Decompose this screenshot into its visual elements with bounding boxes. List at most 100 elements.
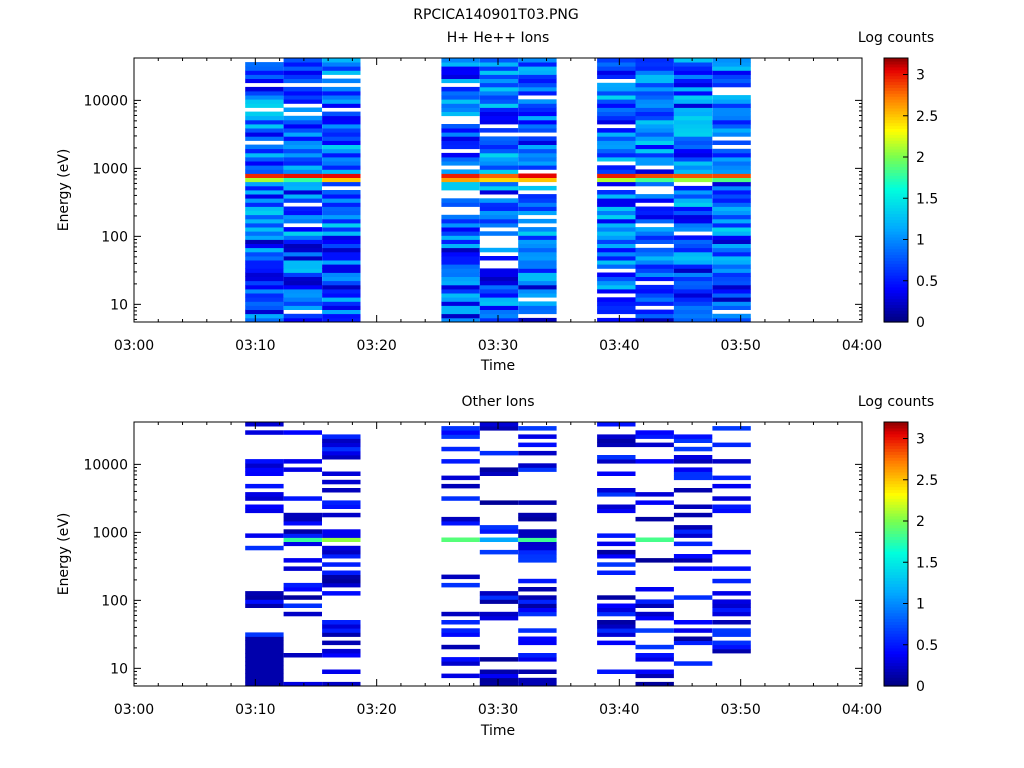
heatmap-cell (322, 446, 361, 452)
heatmap-cell (283, 185, 322, 191)
colorbar-segment (884, 295, 908, 300)
heatmap-cell (283, 231, 322, 236)
heatmap-cell (518, 82, 557, 88)
heatmap-cell (245, 459, 284, 464)
colorbar-segment (884, 184, 908, 188)
colorbar-segment (884, 125, 908, 129)
heatmap-cell (712, 124, 751, 129)
heatmap-cell (283, 529, 322, 534)
heatmap-cell (673, 297, 713, 302)
heatmap-cell (635, 132, 674, 137)
heatmap-cell (518, 177, 557, 183)
heatmap-cell (673, 202, 713, 207)
colorbar-segment (884, 160, 908, 165)
heatmap-cell (597, 82, 636, 88)
heatmap-cell (635, 140, 674, 145)
heatmap-cell (441, 289, 480, 294)
heatmap-cell (322, 260, 361, 265)
colorbar-segment (884, 668, 908, 672)
heatmap-cell (283, 276, 322, 282)
heatmap-cell (597, 177, 636, 183)
colorbar-label: Log counts (858, 30, 934, 46)
heatmap-cell (283, 430, 322, 435)
colorbar-segment (884, 110, 908, 115)
colorbar-segment (884, 257, 908, 261)
heatmap-cell (712, 115, 751, 121)
heatmap-cell (712, 251, 751, 257)
heatmap-cell (673, 115, 713, 121)
heatmap-cell (441, 157, 480, 162)
heatmap-cell (441, 218, 480, 224)
heatmap-cell (283, 91, 322, 96)
heatmap-cell (441, 173, 480, 178)
heatmap-cell (635, 99, 674, 104)
heatmap-cell (245, 218, 284, 224)
colorbar-segment (884, 75, 908, 80)
heatmap-cell (441, 483, 480, 489)
heatmap-cell (597, 280, 636, 286)
heatmap-cell (673, 165, 713, 170)
colorbar-segment (884, 198, 908, 203)
heatmap-cell (635, 136, 674, 141)
colorbar-segment (884, 201, 908, 206)
heatmap-cell (441, 459, 480, 464)
heatmap-cell (518, 434, 557, 439)
colorbar-segment (884, 680, 908, 684)
heatmap-cell (597, 210, 636, 216)
heatmap-cell (597, 541, 636, 547)
heatmap-cell (518, 293, 557, 298)
heatmap-cell (518, 669, 557, 674)
heatmap-cell (518, 251, 557, 257)
heatmap-cell (479, 198, 519, 203)
heatmap-cell (479, 86, 519, 92)
heatmap-cell (441, 582, 480, 588)
heatmap-cell (635, 673, 674, 679)
heatmap-cell (479, 78, 519, 84)
heatmap-cell (673, 136, 713, 141)
heatmap-cell (283, 256, 322, 261)
heatmap-cell (441, 260, 480, 265)
heatmap-cell (712, 157, 751, 162)
colorbar-segment (884, 272, 908, 276)
heatmap-cell (712, 119, 751, 125)
heatmap-cell (245, 157, 284, 162)
colorbar-segment (884, 187, 908, 191)
heatmap-cell (597, 173, 636, 178)
heatmap-cell (322, 533, 361, 538)
heatmap-cell (245, 636, 284, 641)
heatmap-cell (673, 74, 713, 79)
colorbar-segment (884, 683, 908, 687)
colorbar-segment (884, 310, 908, 314)
heatmap-cell (479, 611, 519, 617)
heatmap-cell (712, 317, 751, 323)
heatmap-cell (673, 190, 713, 195)
heatmap-cell (479, 169, 519, 174)
heatmap-cell (518, 202, 557, 207)
heatmap-cell (712, 305, 751, 310)
heatmap-cell (283, 603, 322, 608)
colorbar-segment (884, 116, 908, 121)
heatmap-cell (597, 247, 636, 253)
heatmap-cell (518, 231, 557, 236)
heatmap-cell (322, 549, 361, 555)
heatmap-cell (597, 434, 636, 439)
heatmap-cell (597, 190, 636, 195)
heatmap-cell (673, 198, 713, 203)
colorbar-segment (884, 586, 908, 590)
heatmap-cell (283, 198, 322, 203)
heatmap-cell (479, 173, 519, 178)
heatmap-cell (479, 615, 519, 621)
heatmap-cell (712, 74, 751, 79)
heatmap-cell (518, 541, 557, 547)
heatmap-cell (518, 529, 557, 534)
heatmap-cell (597, 91, 636, 96)
colorbar-segment (884, 424, 908, 429)
heatmap-cell (673, 107, 713, 112)
colorbar-segment (884, 501, 908, 505)
heatmap-cell (518, 264, 557, 269)
colorbar-segment (884, 260, 908, 264)
heatmap-cell (712, 297, 751, 302)
colorbar-segment (884, 216, 908, 220)
heatmap-cell (518, 533, 557, 538)
